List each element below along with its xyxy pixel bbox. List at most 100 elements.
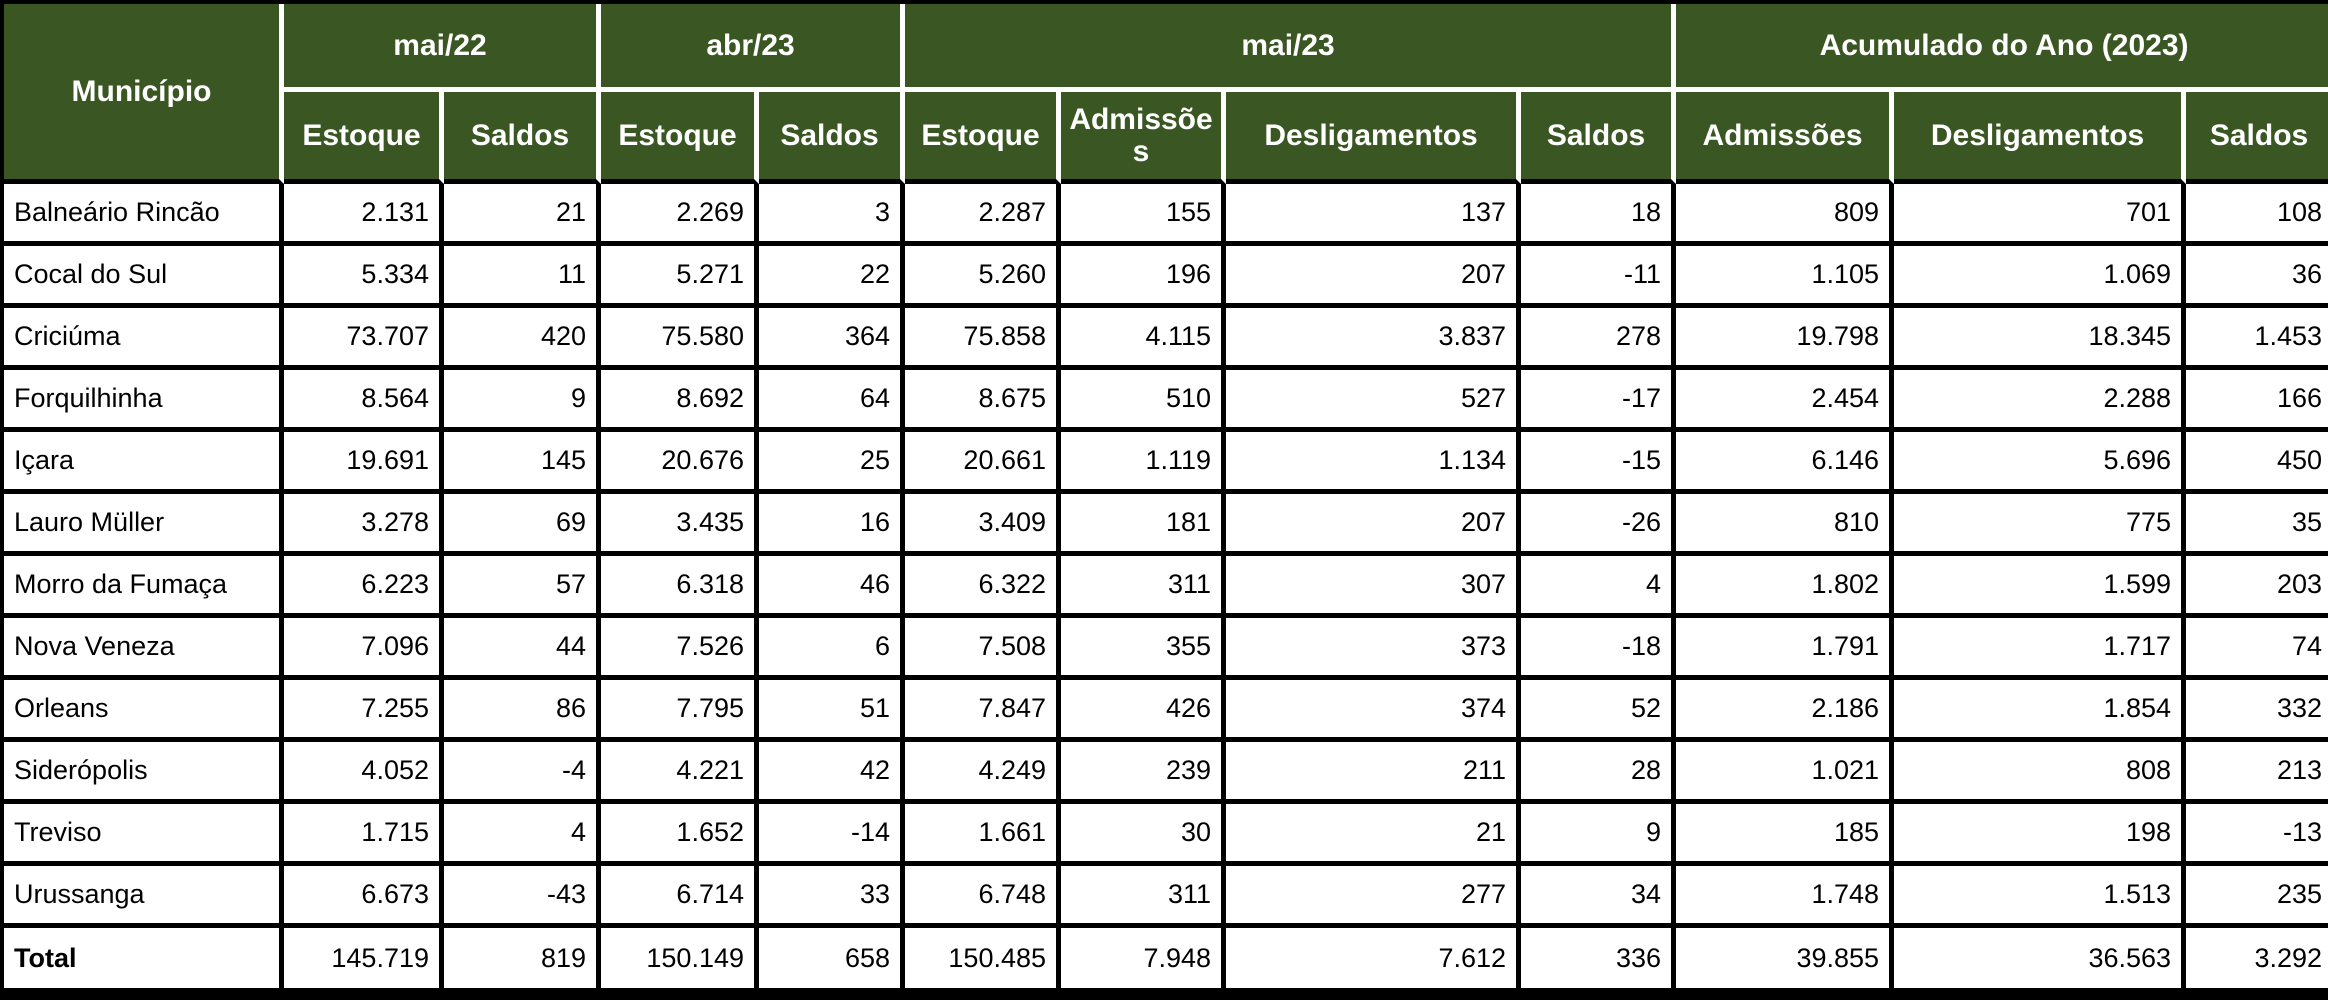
value-cell: 1.599 xyxy=(1894,556,2187,618)
sub-header-saldos-acumulado: Saldos xyxy=(2186,92,2328,184)
value-cell: 2.288 xyxy=(1894,370,2187,432)
value-cell: 277 xyxy=(1226,866,1522,928)
value-cell: 213 xyxy=(2186,742,2328,804)
value-cell: 658 xyxy=(759,928,906,988)
value-cell: 775 xyxy=(1894,494,2187,556)
municipality-cell: Treviso xyxy=(4,804,284,866)
value-cell: 373 xyxy=(1226,618,1522,680)
municipality-cell: Total xyxy=(4,928,284,988)
value-cell: 1.661 xyxy=(905,804,1062,866)
municipality-cell: Balneário Rincão xyxy=(4,184,284,246)
value-cell: 2.287 xyxy=(905,184,1062,246)
value-cell: 39.855 xyxy=(1676,928,1895,988)
value-cell: 57 xyxy=(444,556,601,618)
municipality-cell: Nova Veneza xyxy=(4,618,284,680)
value-cell: 3.292 xyxy=(2186,928,2328,988)
value-cell: 8.564 xyxy=(284,370,444,432)
value-cell: 6.318 xyxy=(601,556,759,618)
sub-header-admissoes-acumulado: Admissões xyxy=(1676,92,1895,184)
value-cell: 34 xyxy=(1521,866,1677,928)
value-cell: 185 xyxy=(1676,804,1895,866)
column-group-abr23: abr/23 xyxy=(601,4,906,92)
municipality-cell: Criciúma xyxy=(4,308,284,370)
value-cell: 1.105 xyxy=(1676,246,1895,308)
value-cell: 3 xyxy=(759,184,906,246)
value-cell: 1.134 xyxy=(1226,432,1522,494)
value-cell: 6.146 xyxy=(1676,432,1895,494)
value-cell: 7.508 xyxy=(905,618,1062,680)
value-cell: 7.795 xyxy=(601,680,759,742)
value-cell: 7.612 xyxy=(1226,928,1522,988)
value-cell: 22 xyxy=(759,246,906,308)
value-cell: 145 xyxy=(444,432,601,494)
value-cell: 1.748 xyxy=(1676,866,1895,928)
value-cell: 198 xyxy=(1894,804,2187,866)
value-cell: 145.719 xyxy=(284,928,444,988)
value-cell: 52 xyxy=(1521,680,1677,742)
value-cell: 1.069 xyxy=(1894,246,2187,308)
sub-header-desligamentos-mai23: Desligamentos xyxy=(1226,92,1522,184)
table-row: Cocal do Sul 5.334 11 5.271 22 5.260 196 207 -1… xyxy=(4,246,2328,308)
table-header: Município mai/22 abr/23 mai/23 Acumulado… xyxy=(4,4,2328,184)
value-cell: 21 xyxy=(444,184,601,246)
value-cell: 9 xyxy=(1521,804,1677,866)
value-cell: 374 xyxy=(1226,680,1522,742)
value-cell: 2.131 xyxy=(284,184,444,246)
value-cell: 16 xyxy=(759,494,906,556)
municipality-cell: Içara xyxy=(4,432,284,494)
value-cell: 44 xyxy=(444,618,601,680)
value-cell: -14 xyxy=(759,804,906,866)
value-cell: 6.748 xyxy=(905,866,1062,928)
value-cell: 20.661 xyxy=(905,432,1062,494)
value-cell: 203 xyxy=(2186,556,2328,618)
table-row: Orleans 7.255 86 7.795 51 7.847 426 374 52 2.186… xyxy=(4,680,2328,742)
table-body: Balneário Rincão 2.131 21 2.269 3 2.287 155 13… xyxy=(4,184,2328,988)
value-cell: -11 xyxy=(1521,246,1677,308)
sub-header-estoque-abr23: Estoque xyxy=(601,92,759,184)
municipality-cell: Forquilhinha xyxy=(4,370,284,432)
column-group-mai22: mai/22 xyxy=(284,4,601,92)
value-cell: 8.675 xyxy=(905,370,1062,432)
value-cell: 7.847 xyxy=(905,680,1062,742)
value-cell: 808 xyxy=(1894,742,2187,804)
table-row: Morro da Fumaça 6.223 57 6.318 46 6.322 311 30… xyxy=(4,556,2328,618)
value-cell: 527 xyxy=(1226,370,1522,432)
value-cell: 28 xyxy=(1521,742,1677,804)
value-cell: 426 xyxy=(1061,680,1227,742)
value-cell: 4.221 xyxy=(601,742,759,804)
value-cell: 181 xyxy=(1061,494,1227,556)
value-cell: 4 xyxy=(444,804,601,866)
value-cell: 11 xyxy=(444,246,601,308)
value-cell: 5.696 xyxy=(1894,432,2187,494)
value-cell: 336 xyxy=(1521,928,1677,988)
value-cell: 701 xyxy=(1894,184,2187,246)
value-cell: -26 xyxy=(1521,494,1677,556)
municipality-cell: Lauro Müller xyxy=(4,494,284,556)
value-cell: 5.271 xyxy=(601,246,759,308)
value-cell: 64 xyxy=(759,370,906,432)
value-cell: 1.513 xyxy=(1894,866,2187,928)
value-cell: -18 xyxy=(1521,618,1677,680)
value-cell: 207 xyxy=(1226,246,1522,308)
value-cell: 4 xyxy=(1521,556,1677,618)
value-cell: -17 xyxy=(1521,370,1677,432)
value-cell: 20.676 xyxy=(601,432,759,494)
value-cell: 51 xyxy=(759,680,906,742)
value-cell: 1.021 xyxy=(1676,742,1895,804)
value-cell: 6.223 xyxy=(284,556,444,618)
value-cell: 166 xyxy=(2186,370,2328,432)
value-cell: 5.260 xyxy=(905,246,1062,308)
value-cell: 3.837 xyxy=(1226,308,1522,370)
municipality-cell: Siderópolis xyxy=(4,742,284,804)
sub-header-saldos-mai22: Saldos xyxy=(444,92,601,184)
table-row: Balneário Rincão 2.131 21 2.269 3 2.287 155 13… xyxy=(4,184,2328,246)
value-cell: 2.186 xyxy=(1676,680,1895,742)
value-cell: 510 xyxy=(1061,370,1227,432)
value-cell: 7.526 xyxy=(601,618,759,680)
value-cell: 1.854 xyxy=(1894,680,2187,742)
value-cell: 36 xyxy=(2186,246,2328,308)
sub-header-saldos-abr23: Saldos xyxy=(759,92,906,184)
value-cell: 1.791 xyxy=(1676,618,1895,680)
value-cell: 207 xyxy=(1226,494,1522,556)
